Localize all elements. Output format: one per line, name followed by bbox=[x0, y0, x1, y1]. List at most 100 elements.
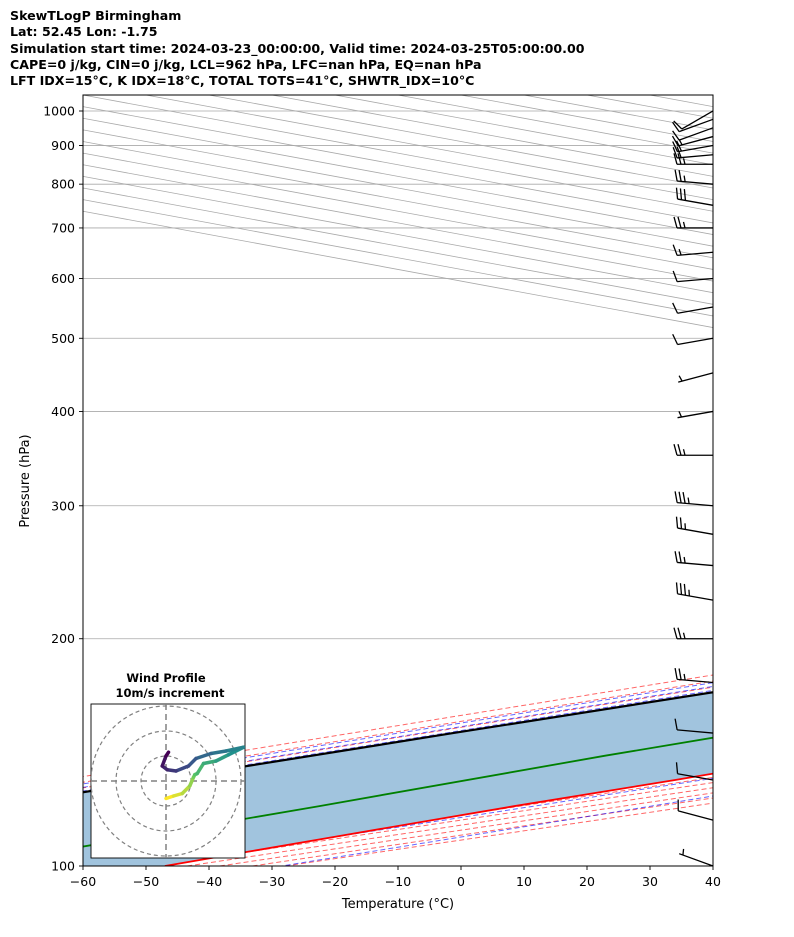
wind-barb-feather bbox=[672, 270, 678, 282]
x-tick-label: 20 bbox=[579, 874, 595, 889]
wind-barb bbox=[677, 799, 714, 821]
wind-barb-feather bbox=[672, 302, 679, 314]
wind-barb-feather bbox=[679, 188, 683, 200]
y-tick-label: 600 bbox=[51, 271, 75, 286]
isotherm-line bbox=[83, 187, 713, 305]
wind-barb-staff bbox=[678, 118, 714, 133]
wind-barb-half-feather bbox=[678, 139, 683, 146]
wind-barb-feather bbox=[675, 582, 679, 594]
wind-barbs bbox=[671, 110, 714, 867]
wind-barb-feather bbox=[678, 170, 682, 182]
convective-params-line: CAPE=0 j/kg, CIN=0 j/kg, LCL=962 hPa, LF… bbox=[10, 56, 482, 72]
wind-barb-half-feather bbox=[682, 158, 686, 165]
wind-barb-staff bbox=[677, 306, 714, 314]
hodograph-segment bbox=[224, 745, 245, 753]
isotherm-line bbox=[83, 152, 713, 270]
wind-barb-staff bbox=[681, 110, 714, 130]
isotherm-line bbox=[83, 199, 713, 317]
isotherm-line bbox=[83, 210, 713, 328]
hodograph-segment bbox=[194, 751, 213, 761]
isotherm-line bbox=[712, 95, 713, 96]
wind-barb-feather bbox=[673, 216, 678, 229]
wind-barb-half-feather bbox=[678, 411, 683, 418]
wind-barb-staff bbox=[677, 144, 714, 153]
wind-barb-half-feather bbox=[683, 175, 686, 182]
wind-barb bbox=[678, 848, 714, 867]
chart-header: SkewTLogP Birmingham Lat: 52.45 Lon: -1.… bbox=[10, 8, 584, 89]
hodograph-subtitle: 10m/s increment bbox=[116, 686, 225, 700]
hodograph-segment bbox=[160, 754, 168, 768]
wind-barb-feather bbox=[674, 491, 678, 503]
y-tick-label: 300 bbox=[51, 498, 75, 513]
wind-barb-feather bbox=[677, 444, 682, 456]
isotherm-line bbox=[83, 141, 713, 259]
wind-barb-feather bbox=[675, 762, 679, 774]
wind-barb-feather bbox=[678, 551, 682, 563]
wind-barb-feather bbox=[672, 244, 678, 256]
isotherm-line bbox=[83, 164, 713, 282]
wind-barb bbox=[672, 302, 714, 314]
wind-barb-feather bbox=[677, 153, 682, 165]
wind-barb-staff bbox=[677, 527, 714, 535]
x-tick-label: −60 bbox=[70, 874, 96, 889]
wind-barb-staff bbox=[677, 277, 714, 283]
wind-barb bbox=[673, 153, 713, 165]
y-axis-label: Pressure (hPa) bbox=[18, 434, 33, 527]
wind-barb-feather bbox=[673, 444, 678, 456]
wind-barb-feather bbox=[679, 583, 683, 595]
wind-barb-half-feather bbox=[678, 248, 682, 256]
wind-barb-staff bbox=[677, 729, 714, 734]
wind-barb bbox=[675, 582, 714, 601]
wind-barb-half-feather bbox=[682, 632, 686, 639]
wind-barb bbox=[671, 135, 714, 147]
dry-adiabat bbox=[83, 674, 713, 778]
hodograph-segment bbox=[174, 764, 191, 773]
wind-barb-feather bbox=[672, 121, 680, 132]
x-axis: −60 −50 −40 −30 −20 −10 0 10 20 30 40 bbox=[70, 866, 721, 889]
hodograph-segment bbox=[201, 759, 218, 766]
wind-barb-feather bbox=[673, 627, 678, 639]
wind-barb bbox=[672, 333, 714, 346]
wind-barb-staff bbox=[678, 135, 714, 147]
wind-barb-feather bbox=[678, 668, 682, 680]
wind-barb bbox=[677, 410, 714, 419]
y-tick-label: 400 bbox=[51, 404, 75, 419]
y-axis: 1000 900 800 700 600 500 400 300 200 100 bbox=[43, 103, 83, 874]
wind-barb bbox=[673, 110, 714, 130]
wind-barb-half-feather bbox=[687, 497, 690, 504]
x-tick-label: −20 bbox=[322, 874, 348, 889]
wind-barb-feather bbox=[683, 189, 687, 201]
x-tick-label: 10 bbox=[516, 874, 532, 889]
wind-barb-feather bbox=[675, 516, 679, 529]
wind-barb-feather bbox=[672, 130, 680, 141]
wind-barb-feather bbox=[674, 718, 678, 731]
dry-adiabat bbox=[83, 686, 713, 789]
wind-barb-staff bbox=[677, 410, 714, 419]
x-tick-label: 40 bbox=[705, 874, 721, 889]
wind-barb bbox=[673, 216, 713, 229]
wind-barb-feather bbox=[672, 333, 679, 345]
wind-barb-feather bbox=[674, 668, 678, 680]
wind-barb-feather bbox=[676, 140, 683, 152]
chart-title: SkewTLogP Birmingham bbox=[10, 8, 182, 23]
hodograph-segment bbox=[195, 761, 206, 776]
wind-barb bbox=[675, 516, 714, 535]
y-tick-label: 900 bbox=[51, 138, 75, 153]
wind-barb bbox=[678, 372, 714, 383]
wind-barb bbox=[672, 146, 714, 159]
isotherm-line bbox=[83, 117, 713, 235]
wind-barb-feather bbox=[679, 517, 683, 529]
wind-barb-half-feather bbox=[678, 375, 683, 382]
wind-barb-staff bbox=[677, 593, 714, 601]
hodograph-segment bbox=[214, 753, 231, 763]
wind-barb-half-feather bbox=[683, 556, 686, 564]
wind-barb-staff bbox=[678, 810, 714, 821]
wind-barb bbox=[675, 762, 714, 781]
wind-barb-half-feather bbox=[682, 848, 685, 856]
wind-barb bbox=[674, 668, 714, 684]
wind-barb-staff bbox=[677, 198, 714, 206]
wind-barb-staff bbox=[677, 773, 714, 781]
wind-barb bbox=[672, 270, 714, 283]
hodograph-segment bbox=[186, 756, 198, 768]
